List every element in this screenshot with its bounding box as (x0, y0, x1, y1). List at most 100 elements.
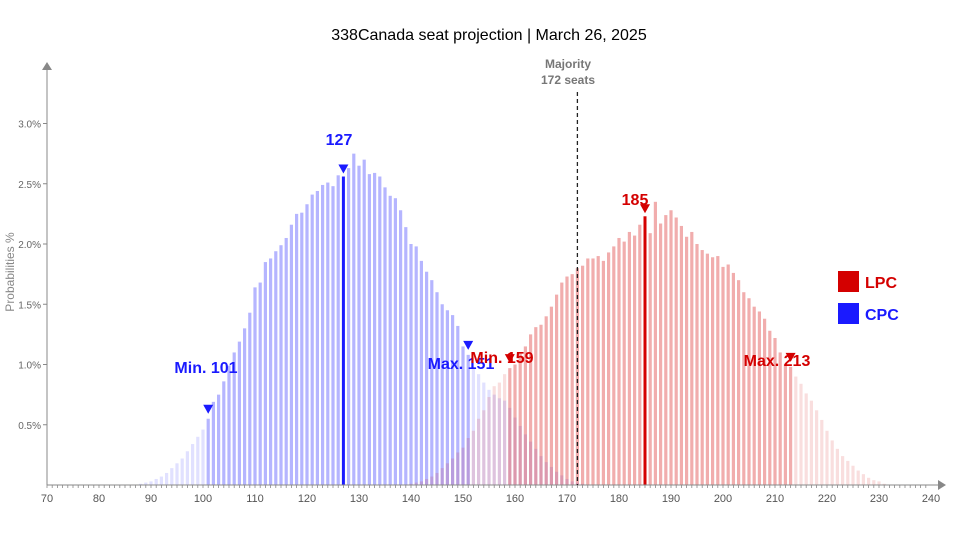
lpc-bar (731, 272, 735, 485)
legend-label-cpc: CPC (865, 307, 899, 324)
cpc-bar (232, 352, 236, 485)
lpc-bar (669, 210, 673, 485)
lpc-bar (856, 470, 860, 485)
cpc-bar (445, 310, 449, 485)
cpc-bar (352, 153, 356, 486)
lpc-bar (643, 216, 647, 486)
cpc-bar (513, 417, 517, 485)
cpc-bar (523, 434, 527, 485)
cpc-max-marker (463, 340, 474, 350)
cpc-bar (149, 481, 153, 485)
lpc-bar (570, 274, 574, 486)
cpc-bar (482, 382, 486, 485)
cpc-bar (206, 418, 210, 486)
cpc-bar (581, 483, 585, 486)
x-tick-label: 140 (402, 493, 420, 505)
lpc-min-marker (504, 354, 515, 364)
lpc-max-marker (785, 352, 796, 362)
lpc-bar (721, 266, 725, 485)
lpc-bar (419, 481, 423, 485)
lpc-bar (872, 480, 876, 485)
lpc-bar (492, 386, 496, 485)
y-tick-label: 1.0% (18, 361, 41, 372)
cpc-bars (139, 153, 585, 486)
lpc-bar (440, 468, 444, 485)
x-axis-arrow (938, 480, 946, 490)
lpc-min-label: Min. 159 (470, 350, 533, 367)
cpc-bar (336, 175, 340, 485)
cpc-bar (201, 429, 205, 485)
cpc-min-label: Min. 101 (174, 360, 237, 377)
lpc-bar (841, 456, 845, 485)
lpc-bar (565, 276, 569, 485)
lpc-bar (513, 364, 517, 485)
lpc-bar (601, 260, 605, 485)
cpc-bar (440, 304, 444, 485)
lpc-bar (414, 482, 418, 485)
cpc-bar (217, 394, 221, 486)
y-axis-ticks: 0.5% 1.0% 1.5% 2.0% 2.5% 3.0% (18, 120, 47, 432)
legend-swatch-cpc (838, 303, 859, 324)
lpc-bar (586, 258, 590, 485)
lpc-bar (752, 306, 756, 485)
legend-swatch-lpc (838, 271, 859, 292)
x-tick-label: 220 (818, 493, 836, 505)
cpc-bar (430, 280, 434, 485)
majority-line: Majority 172 seats (541, 57, 595, 485)
cpc-bar (269, 258, 273, 485)
x-tick-label: 90 (145, 493, 157, 505)
cpc-bar (404, 227, 408, 485)
cpc-bar (211, 401, 215, 485)
cpc-bar (373, 172, 377, 485)
lpc-bar (581, 265, 585, 485)
cpc-bar (534, 448, 538, 485)
lpc-bar (768, 330, 772, 485)
cpc-bar (347, 168, 351, 485)
lpc-bar (612, 246, 616, 485)
lpc-bar (549, 306, 553, 485)
lpc-bar (497, 382, 501, 485)
cpc-bar (180, 458, 184, 485)
lpc-bar (560, 282, 564, 485)
cpc-bar (253, 287, 257, 485)
cpc-bar (227, 365, 231, 485)
cpc-bar (393, 198, 397, 485)
cpc-bar (191, 444, 195, 485)
cpc-bar (383, 187, 387, 486)
cpc-bar (560, 475, 564, 485)
cpc-bar (518, 425, 522, 485)
lpc-bar (882, 483, 886, 486)
cpc-bar (388, 195, 392, 486)
lpc-bar (685, 236, 689, 485)
x-tick-label: 190 (662, 493, 680, 505)
x-tick-label: 210 (766, 493, 784, 505)
y-tick-label: 1.5% (18, 300, 41, 311)
cpc-bar (331, 186, 335, 485)
cpc-bar (341, 176, 345, 485)
cpc-bar (170, 468, 174, 485)
cpc-bar (321, 184, 325, 485)
cpc-max-label: Max. 151 (428, 356, 495, 373)
cpc-bar (529, 441, 533, 485)
lpc-bar (617, 237, 621, 485)
lpc-bar (700, 250, 704, 485)
majority-sublabel: 172 seats (541, 73, 595, 87)
majority-label: Majority (545, 57, 591, 71)
y-axis-label: Probabilities % (3, 232, 17, 312)
lpc-bar (539, 324, 543, 486)
cpc-bar (326, 182, 330, 486)
lpc-bar (591, 258, 595, 485)
lpc-bar (773, 337, 777, 485)
cpc-bar (503, 400, 507, 485)
cpc-bar (279, 245, 283, 485)
x-tick-label: 150 (454, 493, 472, 505)
x-tick-label: 180 (610, 493, 628, 505)
lpc-bar (529, 334, 533, 486)
lpc-bar (804, 393, 808, 485)
cpc-bar (295, 213, 299, 486)
y-axis-arrow (42, 62, 52, 70)
cpc-bar (497, 398, 501, 485)
cpc-bar (414, 246, 418, 485)
cpc-bar (274, 251, 278, 485)
